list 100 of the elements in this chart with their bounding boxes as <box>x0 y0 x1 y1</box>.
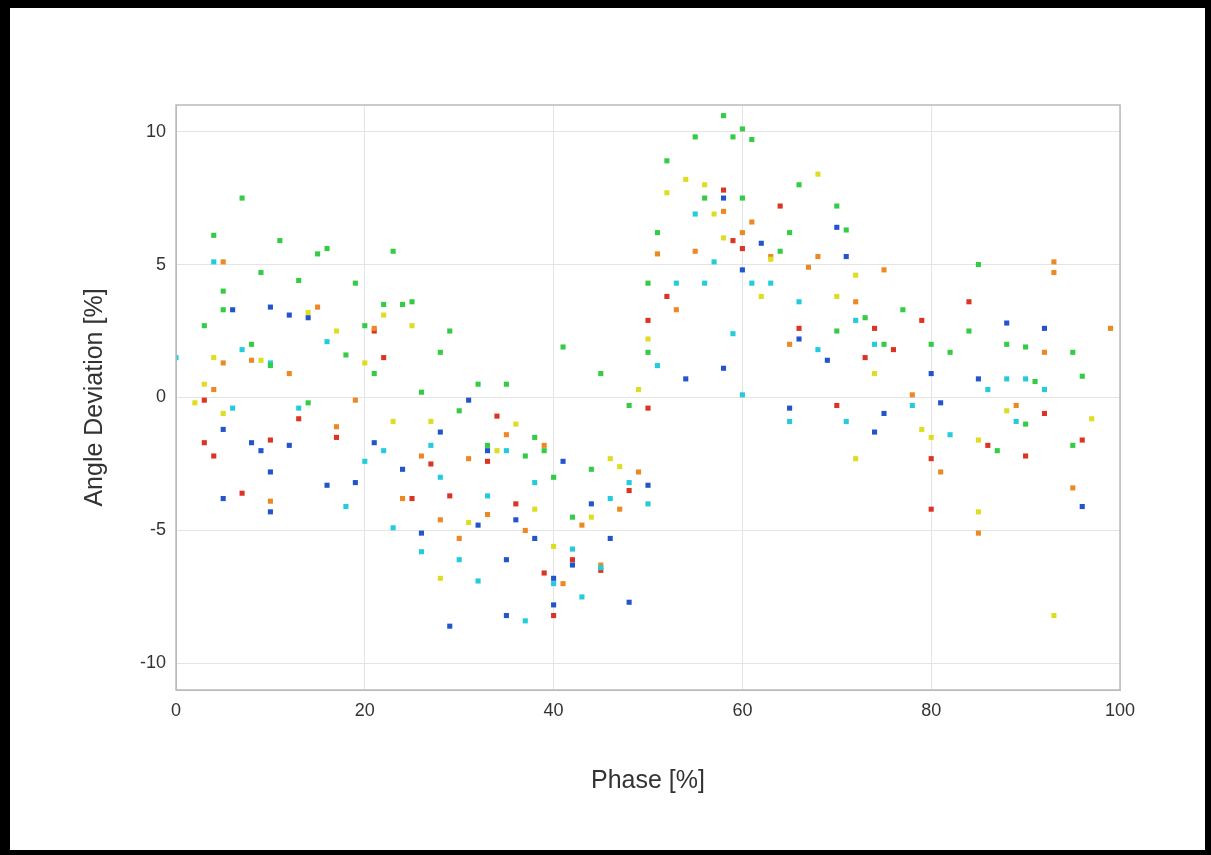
point <box>853 299 859 305</box>
point <box>352 397 358 403</box>
point <box>853 456 859 462</box>
point <box>362 360 368 366</box>
point <box>286 371 292 377</box>
point <box>201 440 207 446</box>
point <box>626 488 632 494</box>
point <box>400 496 406 502</box>
point <box>513 517 519 523</box>
point <box>607 496 613 502</box>
point <box>947 432 953 438</box>
point <box>230 307 236 313</box>
point <box>551 543 557 549</box>
point <box>541 570 547 576</box>
point <box>220 426 226 432</box>
point <box>579 522 585 528</box>
point <box>296 416 302 422</box>
point <box>626 599 632 605</box>
point <box>862 355 868 361</box>
point <box>692 211 698 217</box>
point <box>1070 485 1076 491</box>
point <box>532 535 538 541</box>
point <box>787 405 793 411</box>
point <box>796 336 802 342</box>
x-tick-label: 80 <box>921 699 942 720</box>
point <box>569 562 576 568</box>
point <box>1108 325 1114 331</box>
point <box>503 613 509 619</box>
point <box>447 493 453 499</box>
x-axis-title: Phase [%] <box>591 764 705 793</box>
point <box>1004 376 1010 382</box>
point <box>815 347 821 353</box>
point <box>919 317 925 323</box>
point <box>418 530 424 536</box>
point <box>607 535 613 541</box>
point <box>975 437 981 443</box>
point <box>928 371 934 377</box>
point <box>758 240 764 246</box>
point <box>418 453 424 459</box>
point <box>1004 320 1010 326</box>
point <box>843 254 849 260</box>
point <box>975 530 981 536</box>
point <box>569 557 576 563</box>
y-tick-label: -5 <box>149 519 166 540</box>
point <box>230 405 236 411</box>
point <box>466 519 472 526</box>
point <box>522 527 528 533</box>
point <box>248 440 255 446</box>
point <box>532 506 538 512</box>
point <box>890 347 896 353</box>
point <box>220 360 226 366</box>
x-tick-label: 60 <box>732 699 753 720</box>
point <box>220 496 226 502</box>
point <box>985 442 991 448</box>
x-tick-label: 100 <box>1104 699 1136 720</box>
point <box>503 557 509 563</box>
point <box>484 511 491 518</box>
point <box>522 618 528 624</box>
point <box>296 405 302 411</box>
point <box>513 421 519 427</box>
point <box>739 246 745 252</box>
y-tick-label: 5 <box>155 253 166 274</box>
point <box>390 418 396 424</box>
point <box>872 325 878 331</box>
point <box>815 171 821 177</box>
point <box>362 458 368 464</box>
point <box>702 182 708 188</box>
point <box>815 254 821 260</box>
point <box>560 581 566 587</box>
point <box>258 357 264 363</box>
point <box>739 392 745 398</box>
point <box>1013 418 1019 424</box>
point <box>966 299 972 305</box>
point <box>796 299 802 305</box>
point <box>739 267 745 273</box>
point <box>324 339 330 345</box>
point <box>192 400 198 406</box>
point <box>201 397 207 403</box>
point <box>551 581 557 587</box>
point <box>720 195 727 201</box>
point <box>928 506 934 512</box>
point <box>381 355 387 361</box>
point <box>371 440 377 446</box>
point <box>1079 437 1085 443</box>
point <box>975 376 981 382</box>
point <box>938 469 944 475</box>
point <box>1051 269 1057 276</box>
point <box>418 549 424 555</box>
x-tick-label: 0 <box>170 699 182 720</box>
point <box>673 307 679 313</box>
point <box>541 442 547 448</box>
point <box>909 402 915 409</box>
y-tick-label: 0 <box>155 386 166 407</box>
point <box>333 434 340 440</box>
point <box>1023 453 1029 459</box>
point <box>484 493 491 499</box>
point <box>267 509 273 515</box>
point <box>683 376 689 382</box>
point <box>881 267 887 273</box>
point <box>720 235 727 241</box>
